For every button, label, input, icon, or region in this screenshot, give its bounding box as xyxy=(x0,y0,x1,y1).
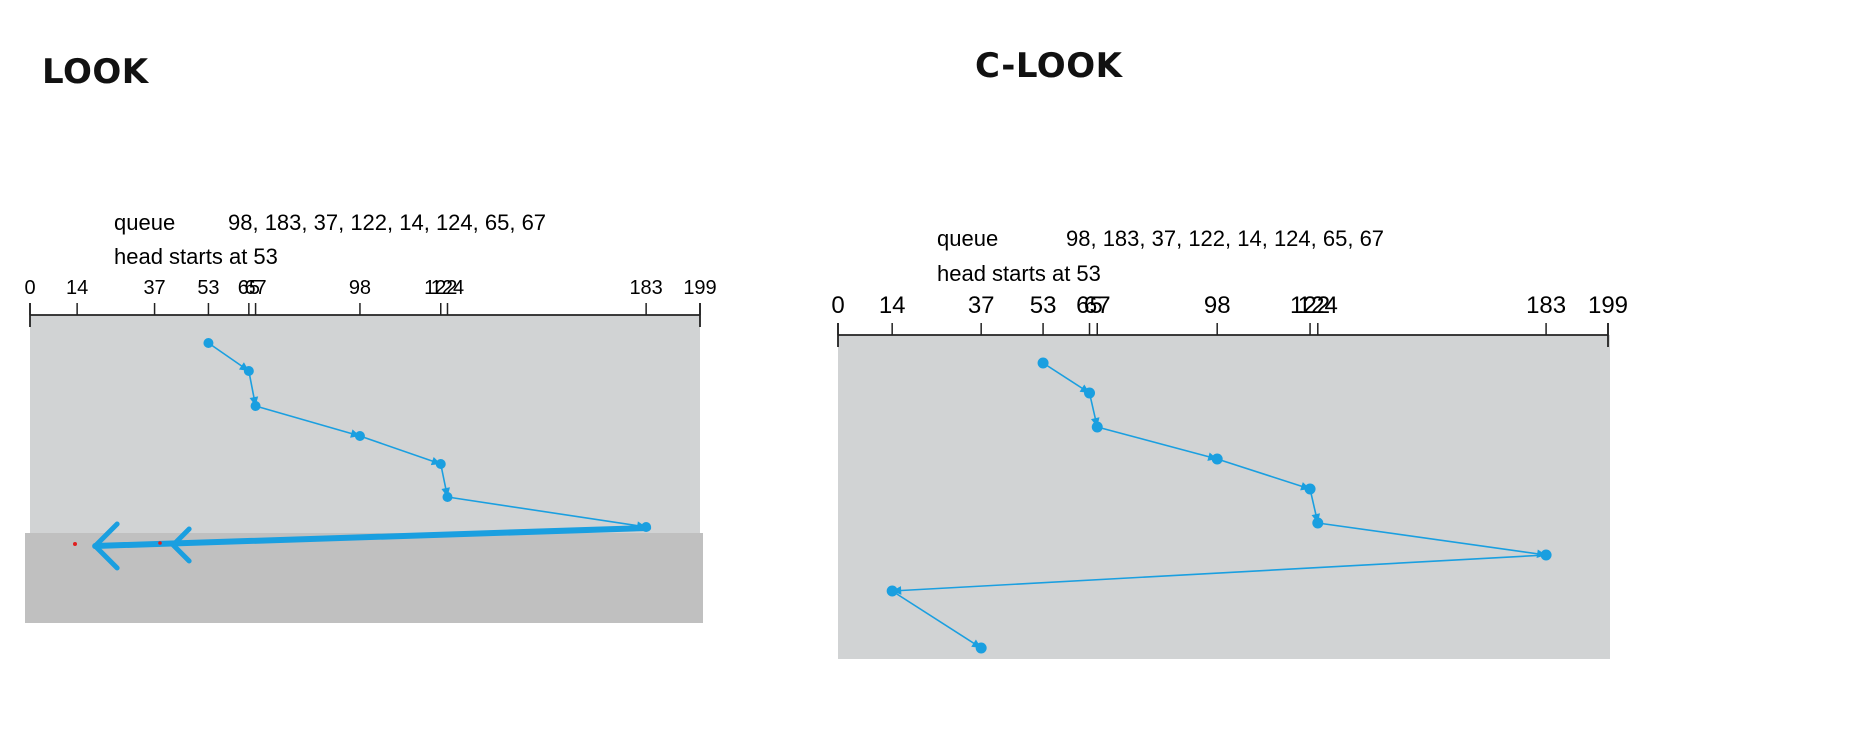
path-segment xyxy=(892,554,1547,592)
reversal-arrowhead-secondary xyxy=(170,526,192,564)
request-point xyxy=(1304,483,1316,495)
tick-label: 37 xyxy=(968,292,995,319)
request-point xyxy=(1037,357,1049,369)
path-segment xyxy=(1042,362,1090,394)
look-panel xyxy=(30,315,700,540)
tick-label: 53 xyxy=(1030,292,1057,319)
tick-label: 98 xyxy=(1204,292,1231,319)
tick-label: 0 xyxy=(24,277,35,299)
tick-label: 37 xyxy=(143,277,165,299)
look-title: LOOK xyxy=(42,52,149,92)
tick-label: 124 xyxy=(431,277,464,299)
path-segment xyxy=(1216,458,1311,490)
path-segment xyxy=(447,496,647,528)
tick-label: 65 xyxy=(238,277,260,299)
red-marker xyxy=(73,542,77,546)
tick-label: 124 xyxy=(1298,292,1338,319)
request-point xyxy=(886,585,898,597)
look-queue-label: queue xyxy=(114,210,175,235)
request-point xyxy=(354,431,365,441)
c-look-path xyxy=(886,357,1552,654)
look-svg: queue 98, 183, 37, 122, 14, 124, 65, 67 … xyxy=(24,210,717,623)
request-point xyxy=(1084,387,1096,399)
request-point xyxy=(975,642,987,654)
request-point xyxy=(1211,453,1223,465)
tick-label: 0 xyxy=(831,292,844,319)
reversal-arrowhead xyxy=(92,521,120,571)
c-look-title: C-LOOK xyxy=(975,46,1123,86)
c-look-head-start: head starts at 53 xyxy=(937,261,1101,286)
tick-label: 122 xyxy=(1290,292,1330,319)
path-segment xyxy=(1097,426,1218,460)
request-point xyxy=(203,338,214,348)
tick-label: 67 xyxy=(244,277,266,299)
look-diagram: queue 98, 183, 37, 122, 14, 124, 65, 67 … xyxy=(0,0,920,743)
c-look-panel xyxy=(838,335,1610,659)
path-segment xyxy=(891,590,982,649)
look-head-start: head starts at 53 xyxy=(114,244,278,269)
path-segment xyxy=(255,405,361,437)
tick-label: 53 xyxy=(197,277,219,299)
request-point xyxy=(243,366,254,376)
look-highlight-box xyxy=(25,533,703,623)
request-point xyxy=(435,459,446,469)
request-point xyxy=(1091,421,1103,433)
tick-label: 14 xyxy=(66,277,88,299)
request-point xyxy=(250,401,261,411)
tick-label: 14 xyxy=(879,292,906,319)
reversal-line xyxy=(92,525,652,549)
tick-label: 67 xyxy=(1084,292,1111,319)
tick-label: 65 xyxy=(1076,292,1103,319)
tick-label: 183 xyxy=(629,277,662,299)
request-point xyxy=(1540,549,1552,561)
request-point xyxy=(1312,517,1324,529)
c-look-queue-values: 98, 183, 37, 122, 14, 124, 65, 67 xyxy=(1066,226,1384,251)
tick-label: 199 xyxy=(683,277,716,299)
c-look-queue-label: queue xyxy=(937,226,998,251)
path-segment xyxy=(359,435,442,465)
red-marker xyxy=(158,541,162,545)
tick-label: 199 xyxy=(1588,292,1628,319)
look-reversal-arrow xyxy=(73,521,652,571)
tick-label: 98 xyxy=(349,277,371,299)
request-point xyxy=(442,492,453,502)
tick-label: 122 xyxy=(424,277,457,299)
tick-label: 183 xyxy=(1526,292,1566,319)
look-queue-values: 98, 183, 37, 122, 14, 124, 65, 67 xyxy=(228,210,546,235)
path-segment xyxy=(1317,522,1547,556)
